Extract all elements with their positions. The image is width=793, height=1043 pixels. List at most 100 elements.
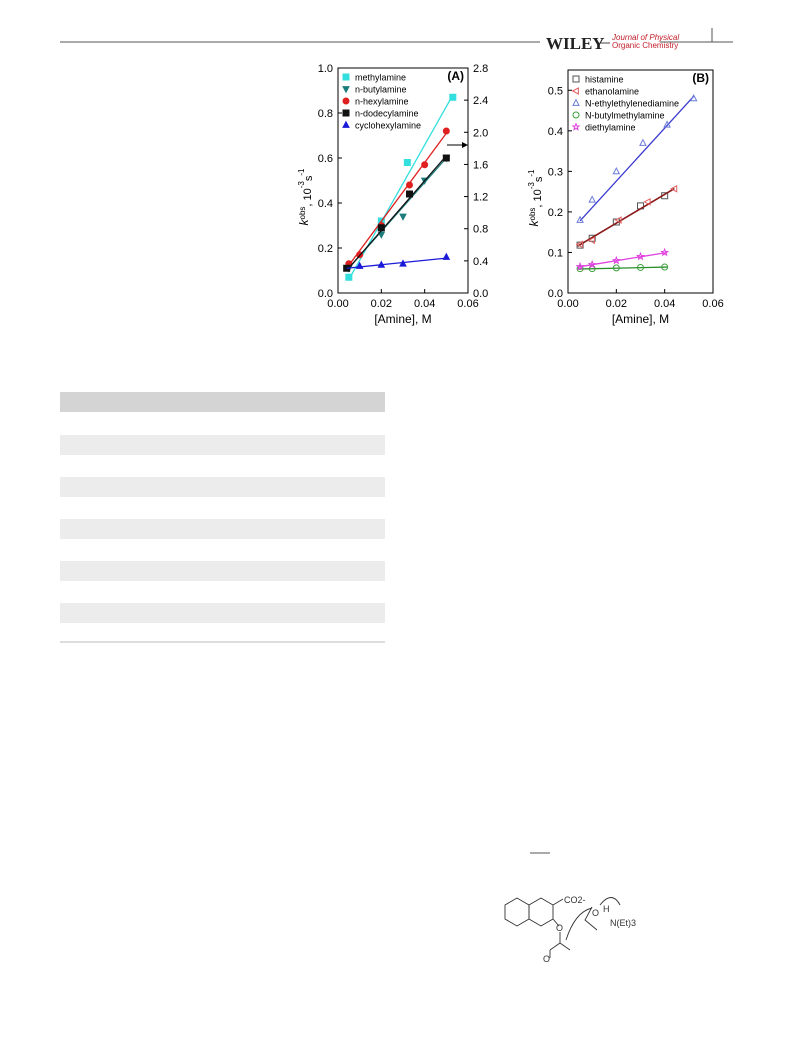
legend-marker — [342, 97, 350, 105]
y-tick-label: 0.4 — [318, 198, 333, 210]
data-point — [669, 184, 678, 193]
scheme-label: O — [556, 923, 563, 933]
y-axis-label-part: s — [303, 175, 315, 181]
x-axis-label: [Amine], M — [612, 312, 669, 326]
legend-label: N-ethylethylenediamine — [585, 99, 679, 109]
legend-label: methylamine — [355, 73, 406, 83]
panel-label: (A) — [447, 69, 464, 83]
y2-tick-label: 1.2 — [473, 192, 488, 204]
data-point — [406, 190, 413, 198]
legend-label: histamine — [585, 75, 624, 85]
fit-line — [577, 251, 668, 268]
data-point — [588, 195, 596, 203]
y-tick-label: 0.0 — [548, 288, 563, 300]
x-axis-label: [Amine], M — [374, 312, 431, 326]
data-point — [587, 236, 596, 245]
data-point — [377, 260, 386, 268]
data-point — [403, 159, 411, 166]
scheme-label: N(Et)3 — [610, 918, 636, 928]
x-tick-label: 0.06 — [702, 298, 723, 310]
legend-label: diethylamine — [585, 123, 636, 133]
fit-line — [346, 257, 447, 269]
brand: WILEY — [546, 34, 605, 53]
y-axis-label-part: , 10 — [302, 188, 314, 206]
y-axis-label-part: obs — [298, 207, 307, 220]
data-point — [377, 231, 386, 239]
y2-tick-label: 1.6 — [473, 159, 488, 171]
y-tick-label: 0.2 — [318, 243, 333, 255]
scheme-structure — [504, 897, 621, 958]
legend-marker — [572, 111, 580, 119]
y-axis-label: kobs, 10-3s-1 — [297, 168, 315, 226]
y2-tick-label: 2.8 — [473, 63, 488, 75]
y-tick-label: 0.0 — [318, 288, 333, 300]
y-tick-label: 0.2 — [548, 207, 563, 219]
legend-label: N-butylmethylamine — [585, 111, 665, 121]
x-tick-label: 0.04 — [654, 298, 675, 310]
data-point — [449, 93, 457, 101]
x-tick-label: 0.02 — [606, 298, 627, 310]
data-point — [612, 264, 620, 272]
data-point — [587, 259, 597, 269]
data-point — [399, 259, 407, 267]
journal-line: Organic Chemistry — [612, 41, 678, 50]
fit-line — [346, 155, 447, 271]
x-tick-label: 0.04 — [414, 298, 435, 310]
y-axis-label-part: obs — [528, 208, 537, 221]
fit-line — [577, 187, 675, 247]
data-point — [689, 94, 698, 102]
table-row — [60, 435, 385, 455]
data-point — [442, 127, 450, 135]
data-point — [442, 154, 450, 162]
y-axis-label-part: k — [297, 219, 311, 226]
y-tick-label: 0.5 — [548, 85, 563, 97]
table-row — [60, 519, 385, 539]
data-point — [442, 252, 451, 260]
y-axis-label-part: -1 — [527, 169, 536, 177]
data-point — [575, 261, 585, 271]
y-axis-label-part: , 10 — [532, 189, 544, 207]
legend-marker — [342, 120, 350, 128]
data-point — [643, 197, 651, 206]
legend-marker — [342, 86, 350, 94]
fit-line — [579, 95, 695, 222]
y2-tick-label: 2.0 — [473, 127, 488, 139]
data-point — [421, 161, 429, 169]
legend-label: ethanolamine — [585, 87, 639, 97]
scheme-label: O — [592, 908, 599, 918]
data-point — [576, 215, 584, 223]
data-point — [636, 264, 645, 271]
data-point — [635, 251, 646, 261]
data-point — [345, 273, 353, 281]
y-axis-label-part: -3 — [297, 181, 306, 189]
legend-marker — [342, 109, 350, 117]
y2-tick-label: 0.0 — [473, 288, 488, 300]
table-row — [60, 561, 385, 581]
y2-tick-label: 0.4 — [473, 256, 488, 268]
scheme-label: O — [543, 954, 550, 964]
y2-tick-label: 0.8 — [473, 224, 488, 236]
plot-frame — [337, 67, 469, 294]
scheme-label: CO2- — [564, 895, 586, 905]
legend-marker — [572, 75, 580, 83]
data-point — [663, 120, 671, 128]
scheme-label: H — [603, 904, 610, 914]
fit-line — [346, 132, 447, 269]
data-point — [405, 181, 414, 189]
y-tick-label: 1.0 — [318, 63, 333, 75]
legend-marker — [571, 122, 581, 131]
table-header — [60, 392, 385, 412]
legend-label: n-dodecylamine — [355, 109, 419, 119]
plot-frame — [567, 69, 714, 294]
legend-marker — [342, 73, 350, 81]
data-point — [611, 255, 621, 265]
panel-label: (B) — [692, 71, 709, 85]
legend-label: n-butylamine — [355, 85, 407, 95]
legend-label: n-hexylamine — [355, 97, 409, 107]
fit-line — [577, 266, 668, 270]
x-tick-label: 0.06 — [457, 298, 478, 310]
y-axis-label-part: -3 — [527, 182, 536, 190]
y-axis-label-part: -1 — [297, 168, 306, 176]
header-bg — [540, 34, 660, 50]
